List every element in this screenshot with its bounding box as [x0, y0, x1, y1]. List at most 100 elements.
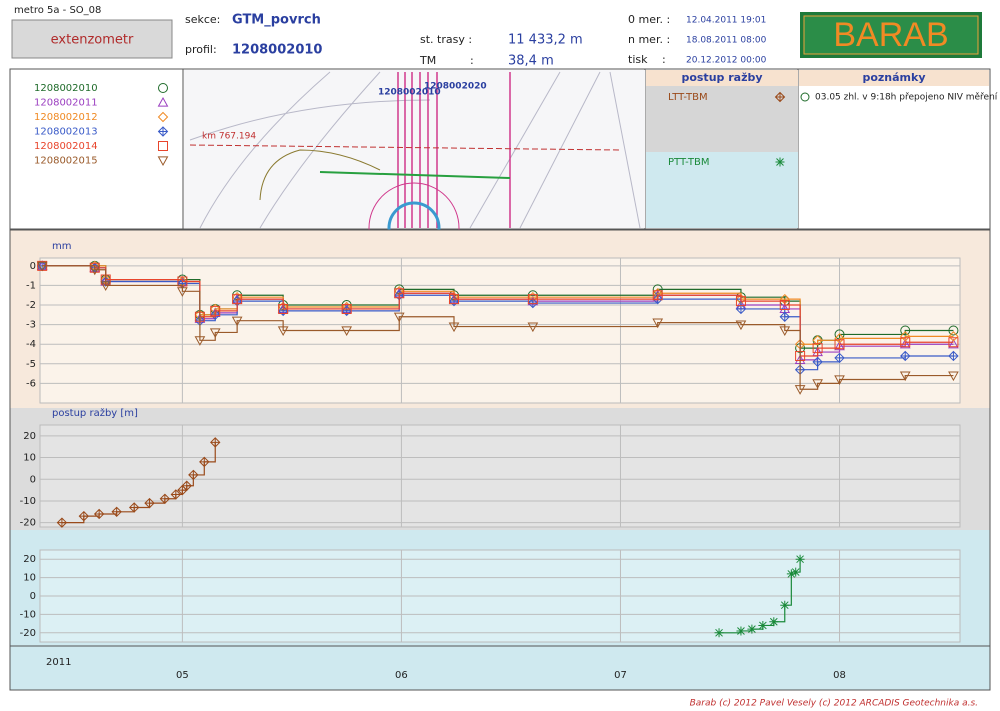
y-tick-label: 10 [23, 453, 36, 464]
instrument-box [11, 19, 173, 59]
marker [812, 343, 823, 354]
station: 11 433,2 m [508, 33, 583, 48]
marker [948, 331, 959, 342]
y-tick-label: -4 [26, 339, 36, 350]
marker [181, 480, 192, 491]
map-label: 1208002020 [424, 82, 487, 92]
print-label: tisk [628, 53, 648, 66]
y-tick-label: -10 [20, 496, 36, 507]
plot-area [39, 257, 961, 404]
marker [735, 320, 747, 331]
zero: 12.04.2011 19:01 [686, 16, 766, 26]
map-tunnels [397, 72, 511, 228]
marker [188, 469, 199, 481]
logo: BARAB [833, 16, 948, 54]
note-marker [800, 92, 810, 102]
marker [449, 294, 459, 305]
marker [36, 261, 48, 272]
plot-area [39, 424, 961, 528]
marker [812, 356, 823, 368]
marker [177, 276, 188, 287]
x-tick-label: 07 [614, 670, 627, 681]
marker [812, 335, 823, 346]
marker [89, 262, 100, 273]
map-lines [189, 71, 641, 229]
y-tick-label: -20 [20, 518, 36, 529]
marker [277, 326, 289, 337]
map-green [319, 171, 511, 179]
legend-label: 1208002010 [34, 83, 98, 94]
marker [170, 489, 182, 500]
y-tick-label: -10 [20, 609, 36, 620]
profile: 1208002010 [232, 43, 322, 58]
y-tick-label: -6 [26, 378, 36, 389]
marker [652, 318, 664, 329]
legend-label: 1208002015 [34, 156, 98, 167]
marker [899, 371, 911, 382]
logo-inner [803, 15, 979, 55]
marker [735, 296, 746, 307]
marker [779, 311, 790, 322]
marker [209, 328, 221, 338]
legend-label: 1208002012 [34, 112, 98, 123]
marker [652, 290, 663, 301]
tm-label: TM [419, 54, 436, 67]
marker [144, 497, 155, 509]
marker [779, 300, 790, 311]
legend-marker [775, 157, 785, 167]
print-sep: : [662, 53, 666, 66]
y-tick-label: 0 [30, 474, 36, 485]
progress-title: postup ražby [681, 71, 762, 84]
instrument: extenzometr [51, 33, 134, 48]
marker [128, 502, 140, 513]
marker [769, 617, 779, 627]
tm-sep: : [470, 54, 474, 67]
marker [948, 338, 959, 349]
project: metro 5a - SO_08 [14, 5, 101, 16]
map-label: km 767.194 [202, 132, 256, 142]
marker [900, 325, 911, 336]
marker [786, 569, 796, 579]
marker [56, 517, 68, 528]
charts-frame [9, 229, 991, 691]
y-tick-label: 20 [23, 431, 36, 442]
progress-ltt [646, 86, 798, 152]
marker [779, 326, 791, 337]
marker [37, 260, 48, 271]
y-tick-label: 20 [23, 554, 36, 565]
marker [834, 339, 845, 350]
last: 18.08.2011 08:00 [686, 36, 767, 46]
legend-marker [157, 156, 169, 167]
legend-marker [157, 96, 169, 107]
note: 03.05 zhl. v 9:18h přepojeno NIV měření … [815, 93, 1000, 103]
legend-marker [158, 83, 168, 93]
marker [795, 554, 805, 564]
x-tick-label: 08 [833, 670, 846, 681]
y-tick-label: 10 [23, 573, 36, 584]
marker [199, 456, 210, 468]
marker [812, 379, 823, 389]
marker [341, 326, 353, 337]
y-tick-label: -20 [20, 628, 36, 639]
marker [100, 281, 112, 291]
marker [210, 305, 221, 316]
marker [111, 506, 122, 518]
marker [448, 322, 460, 333]
marker [795, 350, 806, 361]
legend-label: 1208002014 [34, 141, 98, 152]
y-tick-label: -5 [26, 359, 36, 370]
legend-label: 1208002013 [34, 127, 98, 138]
map-path [259, 149, 381, 201]
section: GTM_povrch [232, 13, 321, 28]
marker [527, 294, 538, 305]
y-tick-label: -1 [26, 280, 36, 291]
y-tick-label: -3 [26, 320, 36, 331]
zero-label: 0 mer. : [628, 13, 670, 26]
marker [736, 626, 746, 636]
marker [232, 294, 243, 305]
notes-head [799, 70, 989, 86]
marker [948, 350, 959, 362]
marker [900, 337, 911, 348]
y-tick-label: -2 [26, 300, 36, 311]
legend-label: 1208002011 [34, 98, 98, 109]
